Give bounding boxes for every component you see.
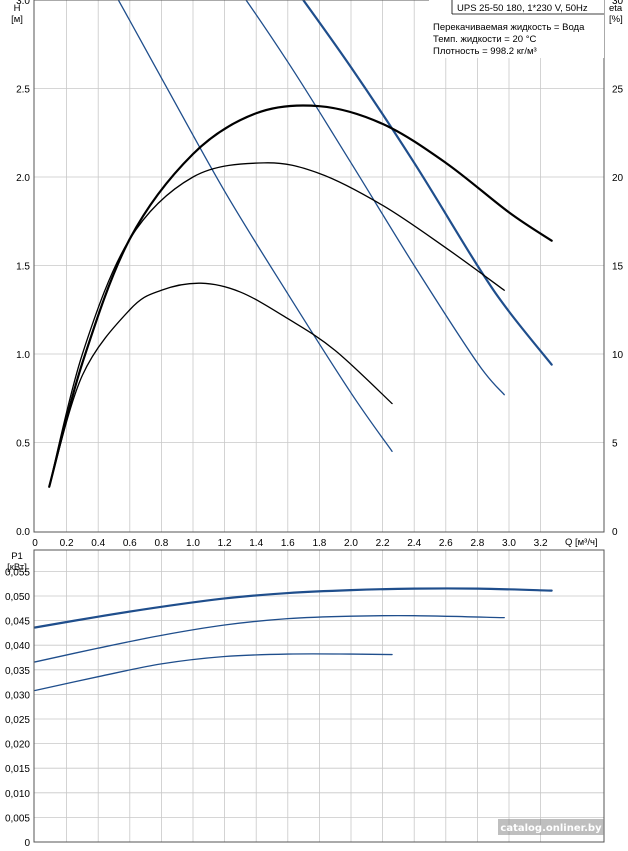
x-tick-label: 3.0 [502,538,516,549]
x-tick-label: 2.0 [344,538,358,549]
head-chart-grid [34,0,604,532]
watermark-text: catalog.onliner.by [500,823,602,834]
x-tick-label: 0 [32,538,38,549]
info-line-density: Плотность = 998.2 кг/м³ [433,46,537,57]
y-tick-label-power: 0,020 [5,740,30,751]
head-curve-2 [245,0,505,396]
y-tick-label-power: 0,030 [5,690,30,701]
y-tick-label-head: 3.0 [16,0,30,7]
y2-tick-label-eta: 5 [612,439,618,450]
y2-axis-unit-eta: [%] [609,14,623,25]
chart-frames [33,0,605,843]
x-tick-label: 0.2 [60,538,74,549]
x-tick-label: 2.6 [439,538,453,549]
y-tick-label-power: 0,005 [5,813,30,824]
watermark: catalog.onliner.by [498,819,604,835]
y-tick-label-head: 1.0 [16,350,30,361]
info-line-temp: Темп. жидкости = 20 °C [433,34,536,45]
y-tick-label-power: 0,040 [5,641,30,652]
power-chart-series [33,587,553,692]
x-axis-unit-q: [м³/ч] [575,537,598,548]
y-axis-unit-power: [кВт] [7,562,27,573]
y2-tick-label-eta: 20 [612,173,624,184]
y2-tick-label-eta: 10 [612,350,624,361]
x-tick-label: 0.8 [154,538,168,549]
x-tick-label: 2.2 [376,538,390,549]
head-chart-series [48,0,553,488]
y2-tick-label-eta: 0 [612,527,618,538]
y2-tick-label-eta: 30 [612,0,624,7]
y-tick-label-power: 0,010 [5,789,30,800]
y-tick-label-power: 0,015 [5,764,30,775]
x-tick-label: 3.2 [534,538,548,549]
info-line-fluid: Перекачиваемая жидкость = Вода [433,22,585,33]
y-tick-label-head: 0.0 [16,527,30,538]
chart-tick-labels: 0 0.2 0.4 0.6 0.8 1.0 1.2 1.4 1.6 1.8 2.0 2.2 2.4 2.6… [5,0,624,849]
y-axis-label-head: H [14,3,21,14]
x-tick-label: 2.8 [470,538,484,549]
efficiency-curve-3 [48,282,393,488]
y2-axis-label-eta: eta [609,3,623,14]
head-curve-3 [117,0,393,452]
x-tick-label: 0.6 [123,538,137,549]
y-tick-label-power: 0,035 [5,666,30,677]
power-curve-1 [33,587,553,629]
efficiency-curve-2 [48,162,505,488]
x-tick-label: 1.4 [249,538,263,549]
x-tick-label: 2.4 [407,538,421,549]
y-tick-label-power: 0,025 [5,715,30,726]
x-tick-label: 0.4 [91,538,105,549]
power-curve-3 [34,653,393,692]
x-axis-label-q: Q [565,537,572,548]
y-tick-label-head: 0.5 [16,439,30,450]
x-tick-label: 1.2 [218,538,232,549]
power-curve-2 [34,614,505,663]
head-chart-frame [33,0,605,533]
y-tick-label-head: 2.0 [16,173,30,184]
y-tick-label-power: 0,055 [5,567,30,578]
x-tick-label: 1.0 [186,538,200,549]
y-tick-label-head: 2.5 [16,85,30,96]
power-chart-frame [33,549,605,843]
x-tick-label: 1.8 [312,538,326,549]
efficiency-curve-1 [48,104,553,488]
y-tick-label-power: 0,045 [5,617,30,628]
y-tick-label-power: 0 [24,838,30,849]
x-tick-label: 1.6 [281,538,295,549]
y-axis-unit-head: [м] [11,14,23,25]
y-tick-label-head: 1.5 [16,262,30,273]
head-curve-1 [301,0,553,366]
y-axis-label-power: P1 [11,551,23,562]
y-tick-label-power: 0,050 [5,592,30,603]
y2-tick-label-eta: 25 [612,85,624,96]
y2-tick-label-eta: 15 [612,262,624,273]
chart-title: UPS 25-50 180, 1*230 V, 50Hz [457,3,588,14]
chart-info-box: UPS 25-50 180, 1*230 V, 50Hz Перекачивае… [429,0,604,58]
power-chart-grid [34,550,604,842]
